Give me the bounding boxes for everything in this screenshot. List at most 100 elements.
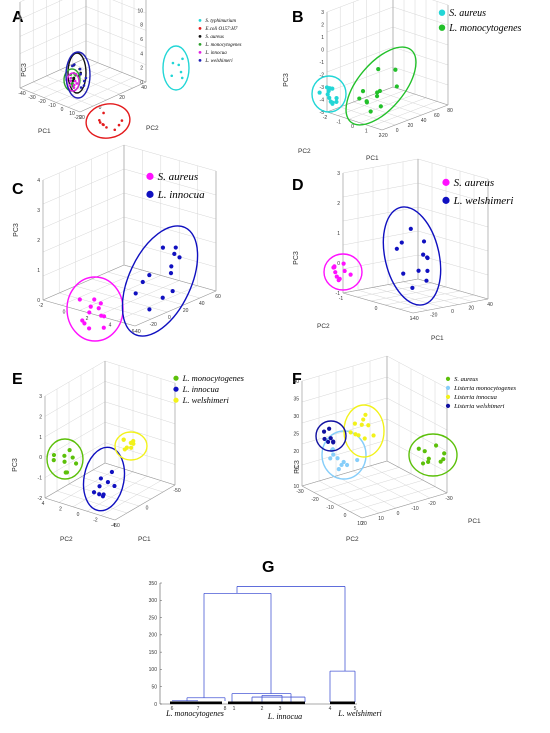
wall-grid-line — [123, 240, 217, 268]
cluster-e-coli-o157-h7 — [85, 103, 131, 139]
pc2-tick-label: 1 — [365, 129, 368, 135]
cluster-l-monocytogenes — [46, 438, 84, 480]
pc2-tick-label: 0 — [77, 512, 80, 518]
wall-grid-line — [326, 6, 394, 33]
data-point — [426, 456, 431, 461]
cluster-listeria-welshimeri — [315, 420, 347, 452]
wall-grid-line — [386, 355, 448, 389]
axis-frame-line — [134, 290, 217, 327]
floor-grid-line — [370, 286, 447, 302]
legend-entry: L. monocytogenes — [182, 373, 245, 383]
pc2-axis-title: PC2 — [146, 125, 159, 132]
z-axis-title: PC3 — [21, 63, 28, 77]
floor-grid-line — [92, 469, 164, 493]
floor-grid-line — [100, 480, 162, 516]
floor-grid-line — [398, 294, 475, 310]
cluster-ellipse — [67, 52, 87, 94]
z-tick-label: 20 — [293, 449, 299, 455]
data-point — [121, 437, 126, 442]
panel-label-g: G — [262, 559, 274, 576]
data-point — [105, 480, 111, 485]
data-point — [82, 321, 87, 326]
pc1-tick-label: -50 — [173, 488, 180, 494]
z-axis-title: PC3 — [13, 223, 20, 237]
pc2-axis-title: PC2 — [317, 323, 330, 330]
wall-grid-line — [104, 442, 176, 465]
pc1-tick-label: 40 — [421, 118, 427, 124]
y-tick-label: 250 — [149, 615, 158, 621]
z-tick-label: 1 — [39, 435, 42, 441]
axis-frame-line — [361, 492, 448, 519]
z-tick-label: 30 — [293, 414, 299, 420]
data-point — [92, 297, 97, 302]
wall-grid-line — [417, 206, 489, 228]
y-tick-label: 100 — [149, 667, 158, 673]
wall-grid-line — [342, 158, 419, 174]
cluster-ellipse — [315, 420, 347, 452]
axis-frame-line — [19, 87, 81, 113]
floor-grid-line — [370, 101, 438, 127]
wall-grid-line — [326, 46, 394, 73]
wall-grid-line — [326, 26, 394, 53]
z-tick-label: 15 — [293, 467, 299, 473]
wall-grid-line — [42, 168, 125, 205]
leaf-id-label: 3 — [279, 706, 282, 712]
legend-marker — [198, 58, 202, 62]
cluster-ellipse — [321, 430, 367, 480]
panel-label-b: B — [292, 9, 304, 26]
data-point — [317, 90, 322, 95]
pc1-tick-label: 0 — [397, 511, 400, 517]
legend-marker — [146, 172, 154, 180]
panel-a: 12108642020100-10-20-30-40-2002040PC3PC1… — [18, 0, 242, 139]
group-label: L. monocytogenes — [165, 709, 224, 718]
z-tick-label: 0 — [39, 455, 42, 461]
z-axis-title: PC3 — [12, 458, 19, 472]
legend-entry: Listeria welshimeri — [453, 403, 505, 410]
axis-frame-line — [392, 86, 449, 106]
cluster-s-aureus — [408, 433, 458, 477]
z-tick-label: 6 — [140, 37, 143, 43]
pc2-axis-title: PC2 — [60, 536, 73, 543]
legend-entry: S. aureus — [158, 171, 199, 183]
data-point — [170, 288, 175, 294]
legend-entry: S. aureus — [449, 8, 486, 19]
wall-grid-line — [417, 182, 489, 204]
y-tick-label: 200 — [149, 633, 158, 639]
legend-entry: L. innocua — [204, 51, 227, 56]
wall-grid-line — [386, 439, 448, 473]
legend-marker — [445, 385, 451, 390]
cluster-ellipse — [311, 75, 347, 113]
cluster-l-welshimeri — [114, 431, 148, 461]
data-point — [100, 494, 106, 499]
data-point — [366, 423, 371, 428]
data-point — [337, 276, 342, 281]
wall-grid-line — [19, 0, 63, 20]
data-point — [69, 79, 72, 83]
wall-grid-line — [42, 216, 125, 253]
data-point — [97, 492, 102, 497]
wall-grid-line — [104, 421, 176, 445]
floor-grid-line — [79, 275, 161, 311]
pc2-tick-label: 40 — [141, 85, 147, 91]
axis-frame-line — [386, 460, 448, 494]
data-point — [332, 265, 337, 270]
z-tick-label: 1 — [337, 231, 340, 237]
wall-grid-line — [417, 230, 489, 252]
cluster-ellipse — [114, 431, 148, 461]
pc2-tick-label: 0 — [375, 306, 378, 312]
data-point — [62, 459, 67, 464]
pc1-tick-label: -20 — [428, 501, 435, 507]
axis-frame-line — [85, 57, 147, 83]
data-point — [71, 79, 75, 83]
data-point — [133, 291, 138, 296]
data-point — [73, 461, 79, 466]
wall-grid-line — [417, 254, 489, 276]
pc2-tick-label: 1 — [410, 316, 413, 322]
pc1-tick-label: -20 — [430, 313, 437, 319]
pc1-tick-label: 20 — [408, 123, 414, 129]
pc1-tick-label: -20 — [380, 133, 387, 139]
data-point — [168, 271, 174, 276]
data-point — [128, 440, 133, 445]
